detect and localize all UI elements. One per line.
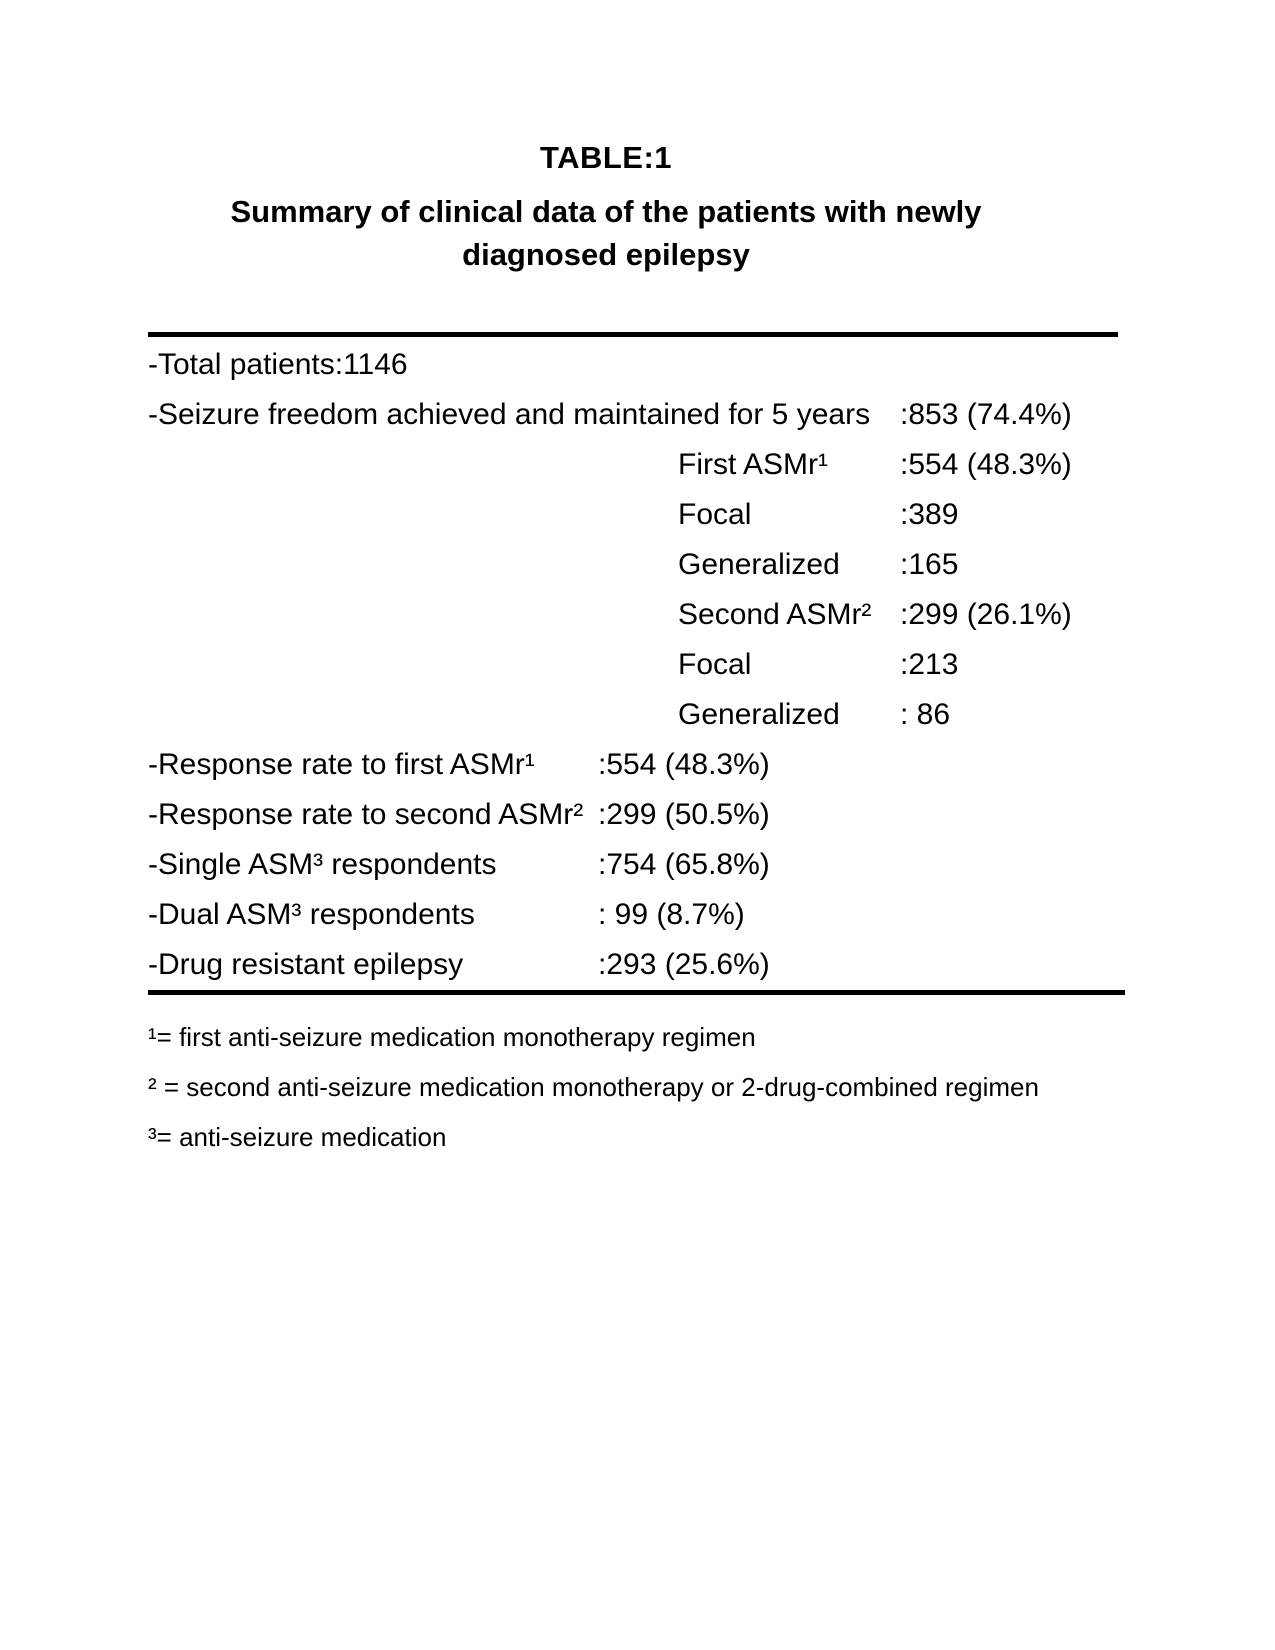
row-sub-label: Focal: [678, 648, 752, 681]
row-sub-label: First ASMr¹: [678, 448, 828, 481]
table-row: -Dual ASM³ respondents : 99 (8.7%): [148, 890, 1208, 940]
table-row: -Single ASM³ respondents :754 (65.8%): [148, 840, 1208, 890]
table-title: TABLE:1: [539, 140, 673, 175]
row-label: -Dual ASM³ respondents: [148, 898, 475, 931]
row-sub-label: Generalized: [678, 548, 840, 581]
footnote-3: ³= anti-seizure medication: [148, 1122, 447, 1152]
footnote-1: ¹= first anti-seizure medication monothe…: [148, 1022, 756, 1052]
row-value-mid: : 99 (8.7%): [598, 898, 745, 931]
row-value-mid: :754 (65.8%): [598, 848, 770, 881]
table-row: Generalized : 86: [148, 690, 1208, 740]
row-sub-label: Focal: [678, 498, 752, 531]
row-label: -Response rate to first ASMr¹: [148, 748, 535, 781]
top-rule: [148, 332, 1118, 337]
row-value-mid: :554 (48.3%): [598, 748, 770, 781]
row-label: -Response rate to second ASMr²: [148, 798, 584, 831]
table-row: -Seizure freedom achieved and maintained…: [148, 390, 1208, 440]
table-row: Second ASMr² :299 (26.1%): [148, 590, 1208, 640]
table-row: -Total patients:1146: [148, 340, 1208, 390]
table-row: Focal :389: [148, 490, 1208, 540]
row-value-mid: :293 (25.6%): [598, 948, 770, 981]
table-subtitle-line1: Summary of clinical data of the patients…: [230, 194, 982, 229]
footnote-2: ² = second anti-seizure medication monot…: [148, 1072, 1039, 1102]
row-sub-label: Second ASMr²: [678, 598, 872, 631]
row-label: -Total patients:1146: [148, 348, 408, 381]
table-row: Generalized :165: [148, 540, 1208, 590]
table-body: -Total patients:1146 -Seizure freedom ac…: [148, 340, 1208, 990]
row-value-right: :299 (26.1%): [900, 598, 1072, 631]
footnotes: ¹= first anti-seizure medication monothe…: [148, 1012, 1208, 1162]
row-sub-label: Generalized: [678, 698, 840, 731]
row-value-right: :853 (74.4%): [900, 398, 1072, 431]
table-row: First ASMr¹ :554 (48.3%): [148, 440, 1208, 490]
table-row: -Response rate to second ASMr² :299 (50.5…: [148, 790, 1208, 840]
bottom-rule: [148, 990, 1125, 995]
table-subtitle-line2: diagnosed epilepsy: [462, 237, 750, 272]
row-value-right: : 86: [900, 698, 951, 731]
table-row: -Response rate to first ASMr¹ :554 (48.3%…: [148, 740, 1208, 790]
table-subtitle: Summary of clinical data of the patients…: [148, 190, 1064, 276]
row-value-right: :213: [900, 648, 959, 681]
row-label: -Seizure freedom achieved and maintained…: [148, 398, 871, 431]
table-row: -Drug resistant epilepsy :293 (25.6%): [148, 940, 1208, 990]
row-value-mid: :299 (50.5%): [598, 798, 770, 831]
row-label: -Single ASM³ respondents: [148, 848, 497, 881]
row-label: -Drug resistant epilepsy: [148, 948, 464, 981]
row-value-right: :389: [900, 498, 959, 531]
row-value-right: :165: [900, 548, 959, 581]
table-row: Focal :213: [148, 640, 1208, 690]
row-value-right: :554 (48.3%): [900, 448, 1072, 481]
